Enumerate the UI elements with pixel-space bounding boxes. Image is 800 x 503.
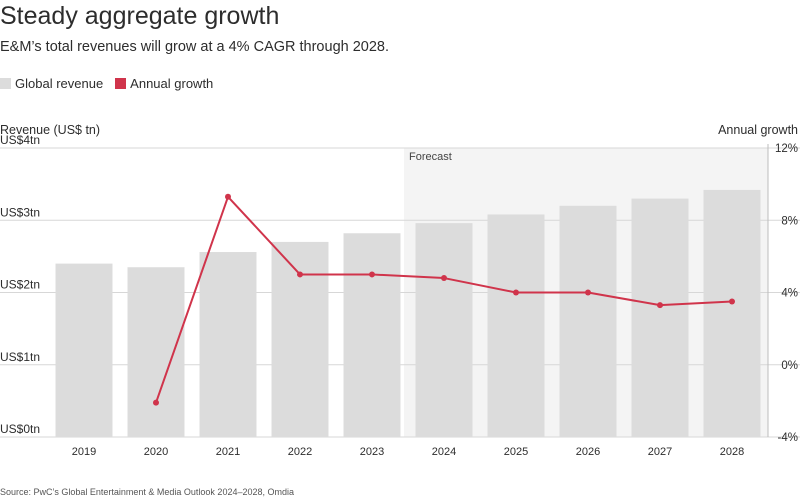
- source-note: Source: PwC’s Global Entertainment & Med…: [0, 487, 294, 497]
- growth-point-2024: [441, 275, 447, 282]
- bar-2026: [559, 205, 617, 437]
- bar-2022: [271, 241, 329, 437]
- y-left-tick-label: US$0tn: [0, 422, 40, 436]
- bar-2027: [631, 198, 689, 437]
- x-tick-label: 2022: [288, 446, 312, 458]
- y-left-tick-label: US$2tn: [0, 278, 40, 292]
- x-tick-label: 2020: [144, 446, 168, 458]
- growth-point-2028: [729, 298, 735, 305]
- x-tick-label: 2023: [360, 446, 384, 458]
- bar-2024: [415, 223, 473, 437]
- y-right-tick-label: 8%: [781, 215, 798, 227]
- bar-2020: [127, 267, 185, 437]
- x-tick-label: 2026: [576, 446, 600, 458]
- y-right-tick-label: -4%: [778, 432, 798, 444]
- x-tick-label: 2025: [504, 446, 528, 458]
- x-tick-label: 2028: [720, 446, 744, 458]
- growth-point-2027: [657, 302, 663, 309]
- bar-2019: [55, 263, 113, 437]
- y-right-tick-label: 12%: [775, 143, 798, 155]
- bar-2023: [343, 233, 401, 437]
- legend-swatch-line: [115, 78, 127, 89]
- bar-2021: [199, 252, 257, 437]
- x-tick-label: 2019: [72, 446, 96, 458]
- bar-2028: [703, 189, 761, 437]
- growth-point-2025: [513, 289, 519, 296]
- right-axis-title: Annual growth: [718, 123, 798, 137]
- legend-label-global-revenue: Global revenue: [15, 76, 104, 91]
- legend-swatch-bar: [0, 78, 11, 89]
- growth-point-2023: [369, 271, 375, 278]
- chart-subtitle: E&M’s total revenues will grow at a 4% C…: [0, 39, 390, 55]
- growth-point-2020: [153, 399, 159, 406]
- legend-label-annual-growth: Annual growth: [130, 76, 214, 91]
- legend-item-global-revenue: Global revenue: [0, 76, 103, 91]
- forecast-label: Forecast: [409, 151, 452, 163]
- y-left-tick-label: US$1tn: [0, 350, 40, 364]
- y-right-tick-label: 0%: [781, 360, 798, 372]
- y-left-tick-label: US$3tn: [0, 205, 40, 219]
- x-tick-label: 2021: [216, 446, 240, 458]
- y-left-tick-label: US$4tn: [0, 133, 40, 147]
- growth-point-2022: [297, 271, 303, 278]
- growth-point-2021: [225, 193, 231, 200]
- chart-title: Steady aggregate growth: [0, 2, 280, 30]
- x-tick-label: 2027: [648, 446, 672, 458]
- left-axis-title: Revenue (US$ tn): [0, 123, 101, 137]
- x-tick-label: 2024: [432, 446, 456, 458]
- growth-point-2026: [585, 289, 591, 296]
- legend-item-annual-growth: Annual growth: [115, 76, 213, 91]
- legend: Global revenue Annual growth: [0, 76, 225, 91]
- bar-2025: [487, 214, 545, 437]
- y-right-tick-label: 4%: [781, 288, 798, 300]
